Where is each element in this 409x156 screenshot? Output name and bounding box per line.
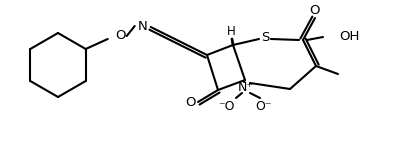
Text: N: N	[137, 20, 147, 32]
Text: S: S	[260, 32, 269, 44]
Text: N⁺: N⁺	[237, 81, 254, 95]
Text: O⁻: O⁻	[255, 100, 272, 112]
Text: ⁻O: ⁻O	[217, 100, 234, 112]
Text: O: O	[309, 3, 319, 17]
Text: OH: OH	[338, 31, 359, 44]
Text: O: O	[115, 29, 126, 42]
Text: O: O	[185, 97, 196, 110]
Text: H: H	[226, 25, 235, 39]
